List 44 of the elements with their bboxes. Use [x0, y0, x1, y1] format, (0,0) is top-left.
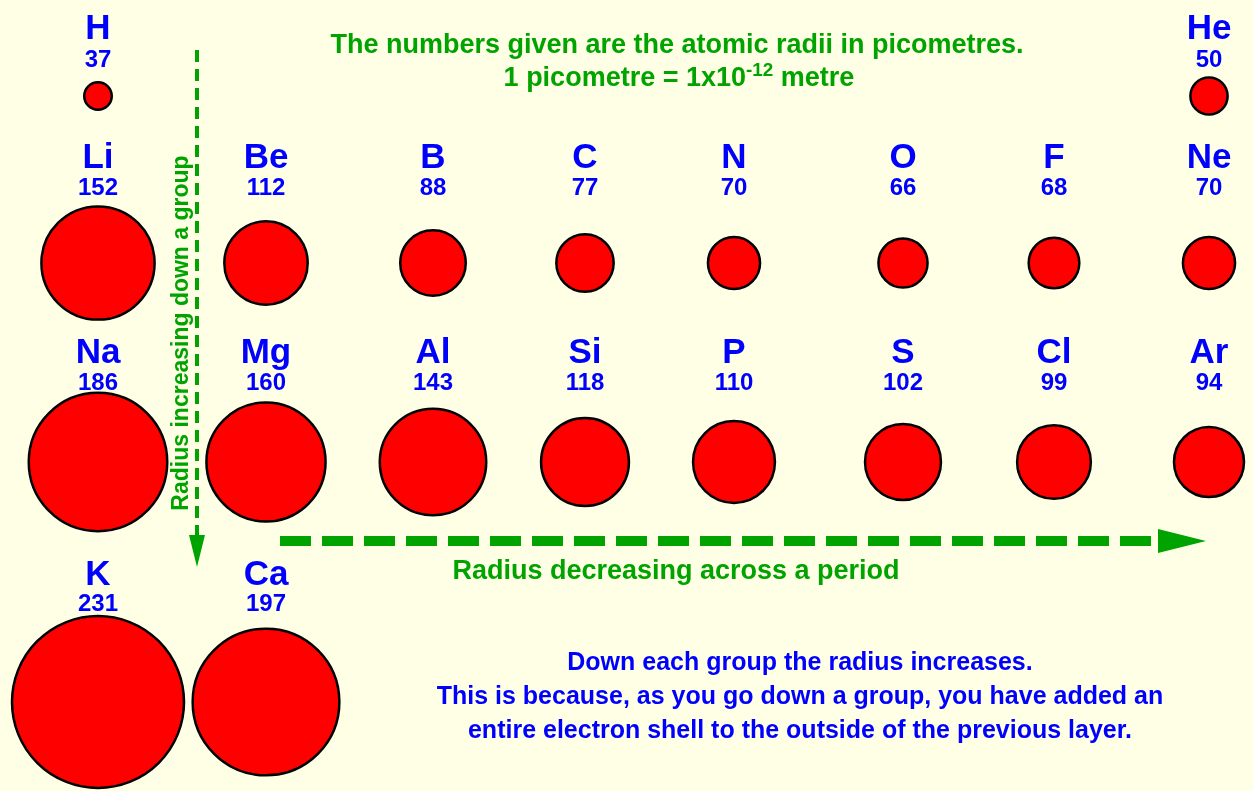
category-label: Ne: [1186, 136, 1232, 175]
data-label: 68: [1040, 173, 1068, 200]
category-label: C: [572, 136, 598, 175]
data-label: 77: [571, 173, 599, 200]
data-label: 143: [412, 368, 454, 395]
data-label: 66: [889, 173, 917, 200]
category-label: Si: [568, 331, 602, 370]
data-label: 197: [245, 589, 287, 616]
category-label: Be: [243, 136, 289, 175]
category-label: Na: [75, 331, 121, 370]
category-label: He: [1186, 7, 1232, 46]
category-label: Ar: [1189, 331, 1229, 370]
text: The numbers given are the atomic radii in picometres.: [330, 29, 1024, 59]
data-label: 110: [714, 368, 754, 395]
data-label: 186: [77, 368, 119, 395]
category-label: O: [889, 136, 917, 175]
category-label: Ca: [243, 553, 289, 592]
text: Down each group the radius increases. This is because, as you go down a group, you have added an entire electron shell to the outside of the previous layer.: [436, 647, 1164, 743]
category-label: Li: [82, 136, 114, 175]
category-label: S: [891, 331, 915, 370]
data-label: 88: [419, 173, 447, 200]
category-label: Cl: [1036, 331, 1072, 370]
category-label: Mg: [240, 331, 292, 370]
data-label: 50: [1195, 45, 1223, 72]
category-label: P: [722, 331, 746, 370]
data-label: 231: [77, 589, 119, 616]
data-label: 94: [1195, 368, 1223, 395]
data-label: 70: [1195, 173, 1223, 200]
category-label: F: [1043, 136, 1065, 175]
data-label: 37: [84, 45, 112, 72]
data-label: 99: [1040, 368, 1068, 395]
data-label: 118: [565, 368, 605, 395]
data-label: 112: [246, 173, 286, 200]
category-label: Al: [415, 331, 451, 370]
text: Radius decreasing across a period: [452, 555, 900, 585]
category-label: N: [721, 136, 747, 175]
category-label: H: [85, 7, 111, 46]
text: 1 picometre = 1x10$^{-12}$ metre: [503, 58, 855, 92]
text: Radius increasing down a group: [167, 155, 193, 511]
category-label: B: [420, 136, 446, 175]
data-label: 152: [77, 173, 119, 200]
category-label: K: [85, 553, 111, 592]
data-label: 70: [720, 173, 748, 200]
data-label: 102: [882, 368, 924, 395]
